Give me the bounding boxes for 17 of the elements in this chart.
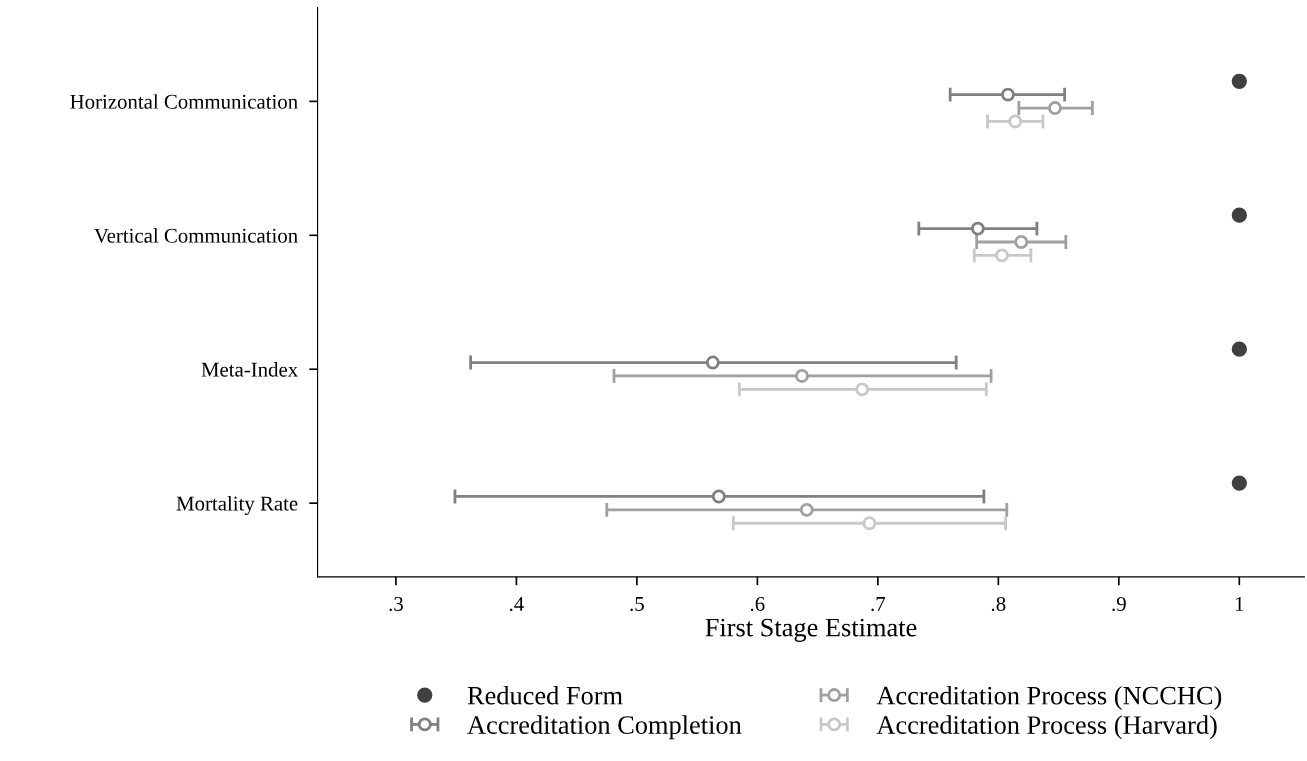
- y-tick-label: Meta-Index: [201, 362, 298, 377]
- x-tick-label: .5: [630, 597, 644, 612]
- y-tick-label: Vertical Communication: [94, 228, 298, 243]
- legend-label: Accreditation Process (Harvard): [876, 715, 1217, 740]
- y-tick-label: Horizontal Communication: [70, 94, 298, 109]
- x-tick-label: .9: [1112, 596, 1126, 612]
- x-axis-title: First Stage Estimate: [705, 618, 917, 642]
- legend-label: Reduced Form: [467, 685, 623, 705]
- x-tick-label: 1: [1235, 596, 1244, 611]
- legend-label: Accreditation Completion: [467, 715, 742, 740]
- x-tick-label: .3: [389, 596, 403, 612]
- legend-label: Accreditation Process (NCCHC): [876, 685, 1222, 710]
- x-tick-label: .8: [991, 596, 1006, 612]
- y-tick-label: Mortality Rate: [176, 495, 298, 515]
- x-tick-label: .7: [871, 597, 886, 612]
- x-tick-label: .4: [509, 597, 524, 612]
- x-tick-label: .6: [750, 596, 765, 612]
